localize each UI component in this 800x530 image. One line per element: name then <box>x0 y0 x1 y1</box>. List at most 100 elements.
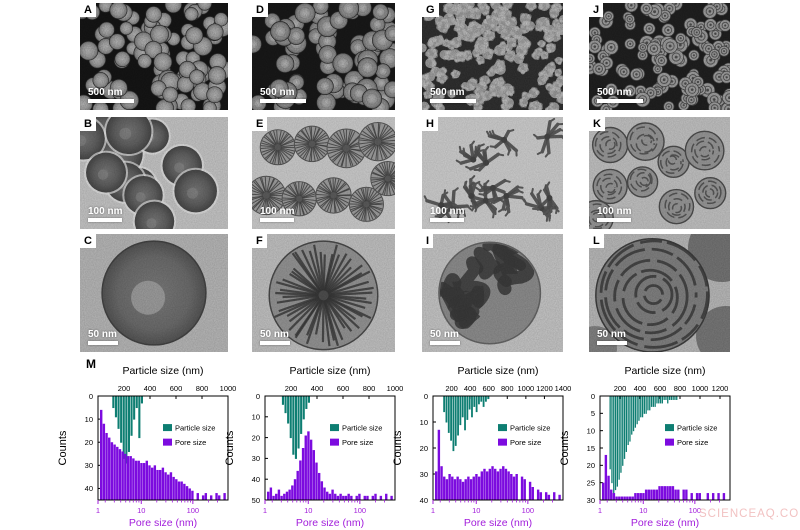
left-axis-tick-label: 30 <box>587 496 595 505</box>
pore-size-bar <box>180 481 183 500</box>
pore-size-bar <box>196 493 199 500</box>
panel-letter: K <box>589 117 605 131</box>
particle-size-bar <box>459 396 462 426</box>
pore-size-bar <box>218 495 221 500</box>
pore-size-bar <box>209 495 213 500</box>
pore-size-bar <box>642 493 645 500</box>
particle-size-bar <box>122 396 125 459</box>
pore-size-bar <box>453 479 457 500</box>
particle-size-bar <box>652 396 654 407</box>
pore-size-bar <box>334 493 337 500</box>
particle-size-bar <box>480 396 483 402</box>
pore-size-bar <box>666 486 669 500</box>
pore-size-bar <box>113 444 116 500</box>
left-axis-tick-label: 30 <box>85 461 93 470</box>
micrograph-panel-e: E 100 nm <box>252 117 395 229</box>
pore-size-bar <box>371 495 375 500</box>
pore-size-bar <box>711 493 715 500</box>
pore-size-bar <box>510 474 513 500</box>
bottom-axis-tick-label: 100 <box>187 506 200 515</box>
top-axis-tick-label: 1200 <box>536 384 553 393</box>
bottom-axis-tick-label: 100 <box>689 506 702 515</box>
pore-size-bar <box>475 474 478 500</box>
pore-size-bar <box>523 479 526 500</box>
particle-size-bar <box>457 396 459 436</box>
pore-size-bar <box>722 493 726 500</box>
pore-size-bar <box>544 492 548 500</box>
scale-bar-label: 50 nm <box>88 329 117 340</box>
pore-size-bar <box>539 492 543 500</box>
scale-bar-label: 100 nm <box>430 206 465 217</box>
pore-size-bar <box>491 466 494 500</box>
panel-letter: H <box>422 117 438 131</box>
legend-label-pore: Pore size <box>342 438 373 447</box>
scale-bar-label: 100 nm <box>88 206 123 217</box>
pore-size-bar <box>301 448 305 500</box>
particle-size-bar <box>305 396 308 409</box>
pore-size-bar <box>483 468 486 500</box>
legend-swatch-particle <box>665 424 674 432</box>
particle-size-bar <box>663 396 665 400</box>
panel-label-m: M <box>86 357 96 371</box>
top-axis-tick-label: 800 <box>674 384 687 393</box>
particle-size-bar <box>620 396 622 473</box>
bottom-axis-tick-label: 1 <box>598 506 602 515</box>
left-axis-tick-label: 20 <box>587 461 595 470</box>
micrograph-image-d <box>252 3 395 110</box>
top-axis-tick-label: 1000 <box>692 384 709 393</box>
pore-size-bar <box>150 467 154 500</box>
scale-bar-label: 500 nm <box>597 87 632 98</box>
pore-size-bar <box>342 495 345 500</box>
micrograph-panel-a: A 500 nm <box>80 3 228 110</box>
particle-size-bar <box>284 396 287 414</box>
particle-size-bar <box>643 396 645 414</box>
pore-size-bar <box>201 495 205 500</box>
pore-size-bar <box>690 493 693 500</box>
pore-size-bar <box>185 486 189 500</box>
legend-swatch-particle <box>163 424 172 432</box>
bottom-axis-title: Pore size (nm) <box>631 517 699 529</box>
pore-size-bar <box>499 468 502 500</box>
top-axis-tick-label: 600 <box>337 384 350 393</box>
pore-size-bar <box>448 474 451 500</box>
legend-label-pore: Pore size <box>175 438 206 447</box>
pore-size-bar <box>145 460 148 500</box>
pore-size-bar <box>434 471 438 500</box>
pore-size-bar <box>445 479 449 500</box>
particle-size-bar <box>650 396 653 407</box>
scale-bar-label: 50 nm <box>597 329 626 340</box>
micrograph-image-l <box>589 234 730 352</box>
left-axis-tick-label: 50 <box>252 496 260 505</box>
bottom-axis-tick-label: 10 <box>639 506 647 515</box>
pore-size-bar <box>385 493 388 500</box>
pore-size-bar <box>469 479 473 500</box>
legend-label-particle: Particle size <box>342 423 382 432</box>
pore-size-bar <box>293 479 297 500</box>
particle-size-bar <box>638 396 640 421</box>
scale-bar-label: 500 nm <box>88 87 123 98</box>
micrograph-panel-g: G 500 nm <box>422 3 563 110</box>
left-axis-title: Counts <box>392 430 404 465</box>
particle-size-bar <box>294 396 297 459</box>
bottom-axis-tick-label: 1 <box>263 506 267 515</box>
particle-size-bar <box>676 396 678 400</box>
pore-size-bar <box>669 486 672 500</box>
left-axis-tick-label: 10 <box>420 418 428 427</box>
pore-size-bar <box>304 435 307 500</box>
top-axis-tick-label: 600 <box>170 384 183 393</box>
pore-size-bar <box>296 470 299 500</box>
panel-letter: I <box>422 234 434 248</box>
particle-size-bar <box>135 396 138 409</box>
pore-size-bar <box>623 496 626 500</box>
micrograph-panel-j: J 500 nm <box>589 3 730 110</box>
top-axis-tick-label: 200 <box>445 384 458 393</box>
micrograph-panel-f: F 50 nm <box>252 234 395 352</box>
pore-size-bar <box>472 476 475 500</box>
pore-size-bar <box>631 496 634 500</box>
pore-size-bar <box>494 468 497 500</box>
micrograph-image-i <box>422 234 563 352</box>
pore-size-bar <box>132 458 135 500</box>
legend-swatch-pore <box>665 438 674 446</box>
pore-size-bar <box>312 450 315 500</box>
particle-size-bar <box>649 396 651 411</box>
